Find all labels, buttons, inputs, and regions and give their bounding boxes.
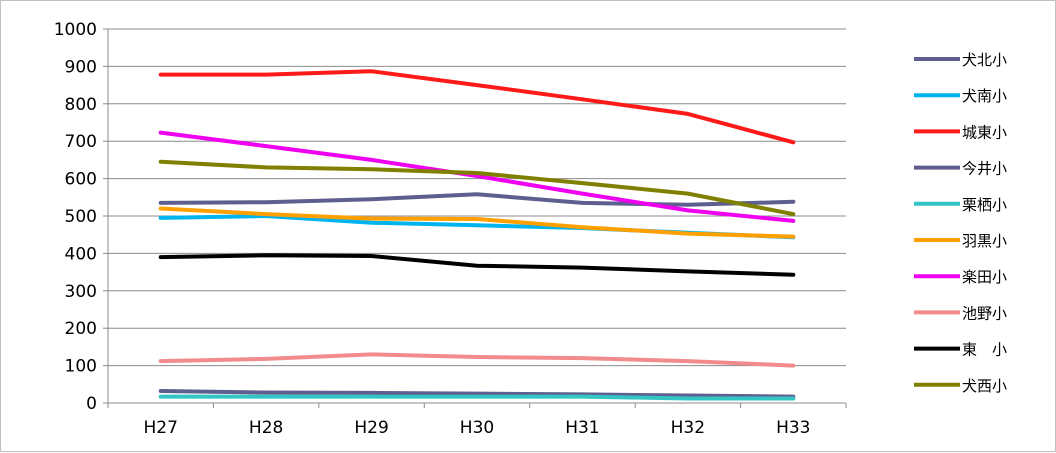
y-tick-label: 0 bbox=[86, 394, 97, 414]
y-tick-label: 100 bbox=[65, 357, 97, 377]
series-lines bbox=[158, 69, 796, 401]
y-tick-label: 300 bbox=[65, 282, 97, 302]
series-line-7 bbox=[158, 352, 796, 368]
series-line-2 bbox=[158, 69, 796, 145]
y-tick-label: 700 bbox=[65, 132, 97, 152]
y-tick-label: 200 bbox=[65, 319, 97, 339]
series-line-8 bbox=[158, 253, 796, 277]
legend-label: 栗栖小 bbox=[962, 196, 1007, 214]
legend-label: 犬南小 bbox=[962, 87, 1007, 105]
x-tick-label: H30 bbox=[460, 418, 494, 438]
legend-label: 東 小 bbox=[962, 341, 1007, 359]
x-tick-label: H31 bbox=[565, 418, 599, 438]
y-tick-label: 900 bbox=[65, 57, 97, 77]
series-line-4 bbox=[158, 394, 796, 401]
axes bbox=[103, 28, 847, 408]
legend-label: 城東小 bbox=[962, 123, 1007, 141]
legend-label: 楽田小 bbox=[962, 268, 1007, 286]
series-line-0 bbox=[158, 192, 796, 207]
series-line-6 bbox=[158, 130, 796, 223]
x-axis-tick-labels: H27 H28 H29 H30 H31 H32 H33 bbox=[144, 418, 811, 438]
legend-label: 犬西小 bbox=[962, 377, 1007, 395]
series-line-9 bbox=[158, 159, 796, 217]
grid-lines bbox=[108, 28, 846, 367]
legend-label: 羽黒小 bbox=[962, 232, 1007, 250]
x-tick-label: H32 bbox=[671, 418, 705, 438]
series-line-3 bbox=[158, 389, 796, 399]
x-tick-label: H29 bbox=[354, 418, 388, 438]
legend-label: 今井小 bbox=[962, 160, 1007, 178]
y-tick-label: 500 bbox=[65, 207, 97, 227]
legend-label: 池野小 bbox=[962, 304, 1007, 322]
x-tick-label: H33 bbox=[776, 418, 810, 438]
y-tick-label: 400 bbox=[65, 244, 97, 264]
y-tick-label: 600 bbox=[65, 170, 97, 190]
x-tick-label: H28 bbox=[249, 418, 283, 438]
series-line-5 bbox=[158, 206, 796, 239]
x-tick-label: H27 bbox=[144, 418, 178, 438]
y-tick-label: 800 bbox=[65, 95, 97, 115]
y-axis-tick-labels: 0 100 200 300 400 500 600 700 800 900 1000 bbox=[54, 20, 97, 414]
y-tick-label: 1000 bbox=[54, 20, 97, 40]
legend-label: 犬北小 bbox=[962, 51, 1007, 69]
